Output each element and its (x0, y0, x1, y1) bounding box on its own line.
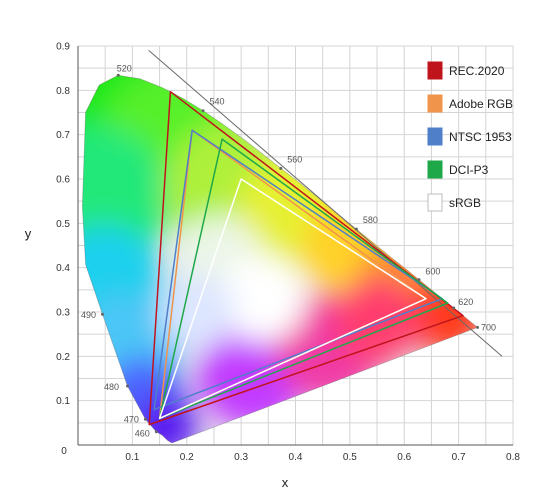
wavelength-label: 540 (210, 97, 225, 107)
wavelength-label: 560 (287, 154, 302, 164)
wavelength-label: 600 (425, 267, 440, 277)
wavelength-marker (279, 166, 283, 170)
legend-label: REC.2020 (449, 64, 505, 78)
wavelength-marker (116, 73, 120, 77)
legend-swatch (427, 193, 443, 212)
y-tick-label: 0.1 (56, 396, 70, 407)
legend-label: Adobe RGB (449, 97, 513, 111)
locus-color-blob (219, 255, 307, 343)
wavelength-label: 620 (458, 297, 473, 307)
wavelength-label: 700 (481, 322, 496, 332)
wavelength-label: 580 (363, 215, 378, 225)
legend-swatch (427, 127, 443, 146)
legend-label: DCI-P3 (449, 163, 489, 177)
y-tick-label: 0.4 (56, 263, 70, 274)
y-tick-label: 0.2 (56, 352, 70, 363)
x-tick-label: 0.5 (343, 452, 357, 463)
wavelength-marker (475, 325, 479, 329)
wavelength-marker (201, 109, 205, 113)
x-tick-label: 0.8 (506, 452, 520, 463)
legend-label: sRGB (449, 196, 481, 210)
wavelength-marker (143, 417, 147, 421)
legend-swatch (427, 94, 443, 113)
y-tick-label: 0.8 (56, 86, 70, 97)
y-tick-label: 0.7 (56, 130, 70, 141)
wavelength-labels: 460 470 480 490 520 540 560 580 600 620 700 (81, 63, 496, 438)
x-tick-label: 0.6 (397, 452, 411, 463)
y-tick-label: 0.3 (56, 308, 70, 319)
y-tick-label: 0.6 (56, 175, 70, 186)
spectral-locus (81, 50, 503, 444)
wavelength-label: 520 (117, 63, 132, 73)
legend-swatch (427, 160, 443, 179)
wavelength-marker (452, 306, 456, 310)
wavelength-marker (354, 227, 358, 231)
y-tick-label: 0.9 (56, 42, 70, 53)
wavelength-label: 490 (81, 310, 96, 320)
wavelength-marker (417, 278, 421, 282)
locus-color-blob (132, 394, 198, 443)
axes: 0.1 0.2 0.3 0.4 0.5 0.6 0.7 0.8 0.1 0.2 0.3 0.4 0.5 0… (56, 42, 520, 464)
y-axis-label: y (25, 226, 32, 241)
wavelength-marker (154, 430, 158, 434)
wavelength-marker (125, 384, 129, 388)
x-tick-label: 0.2 (180, 452, 194, 463)
wavelength-label: 470 (124, 414, 139, 424)
legend: REC.2020 Adobe RGB NTSC 1953 DCI-P3 sRGB (427, 61, 513, 212)
gamut-triangle (148, 90, 464, 426)
gamut-triangle (158, 138, 449, 420)
wavelength-label: 460 (135, 429, 150, 439)
x-tick-label: 0.7 (452, 452, 466, 463)
wavelength-marker (100, 312, 104, 316)
locus-blend (82, 75, 478, 443)
gamut-triangle (153, 129, 444, 411)
legend-swatch (427, 61, 443, 80)
x-tick-label: 0.3 (234, 452, 248, 463)
legend-label: NTSC 1953 (449, 130, 512, 144)
wavelength-label: 480 (104, 382, 119, 392)
y-tick-label: 0.5 (56, 219, 70, 230)
gamut-triangle (158, 178, 427, 420)
x-tick-label: 0.1 (125, 452, 139, 463)
x-tick-label: 0.4 (289, 452, 303, 463)
x-axis-label: x (282, 475, 289, 490)
gamut-triangles (148, 90, 464, 426)
origin-label: 0 (61, 446, 67, 457)
locus-color-fill (82, 75, 478, 443)
